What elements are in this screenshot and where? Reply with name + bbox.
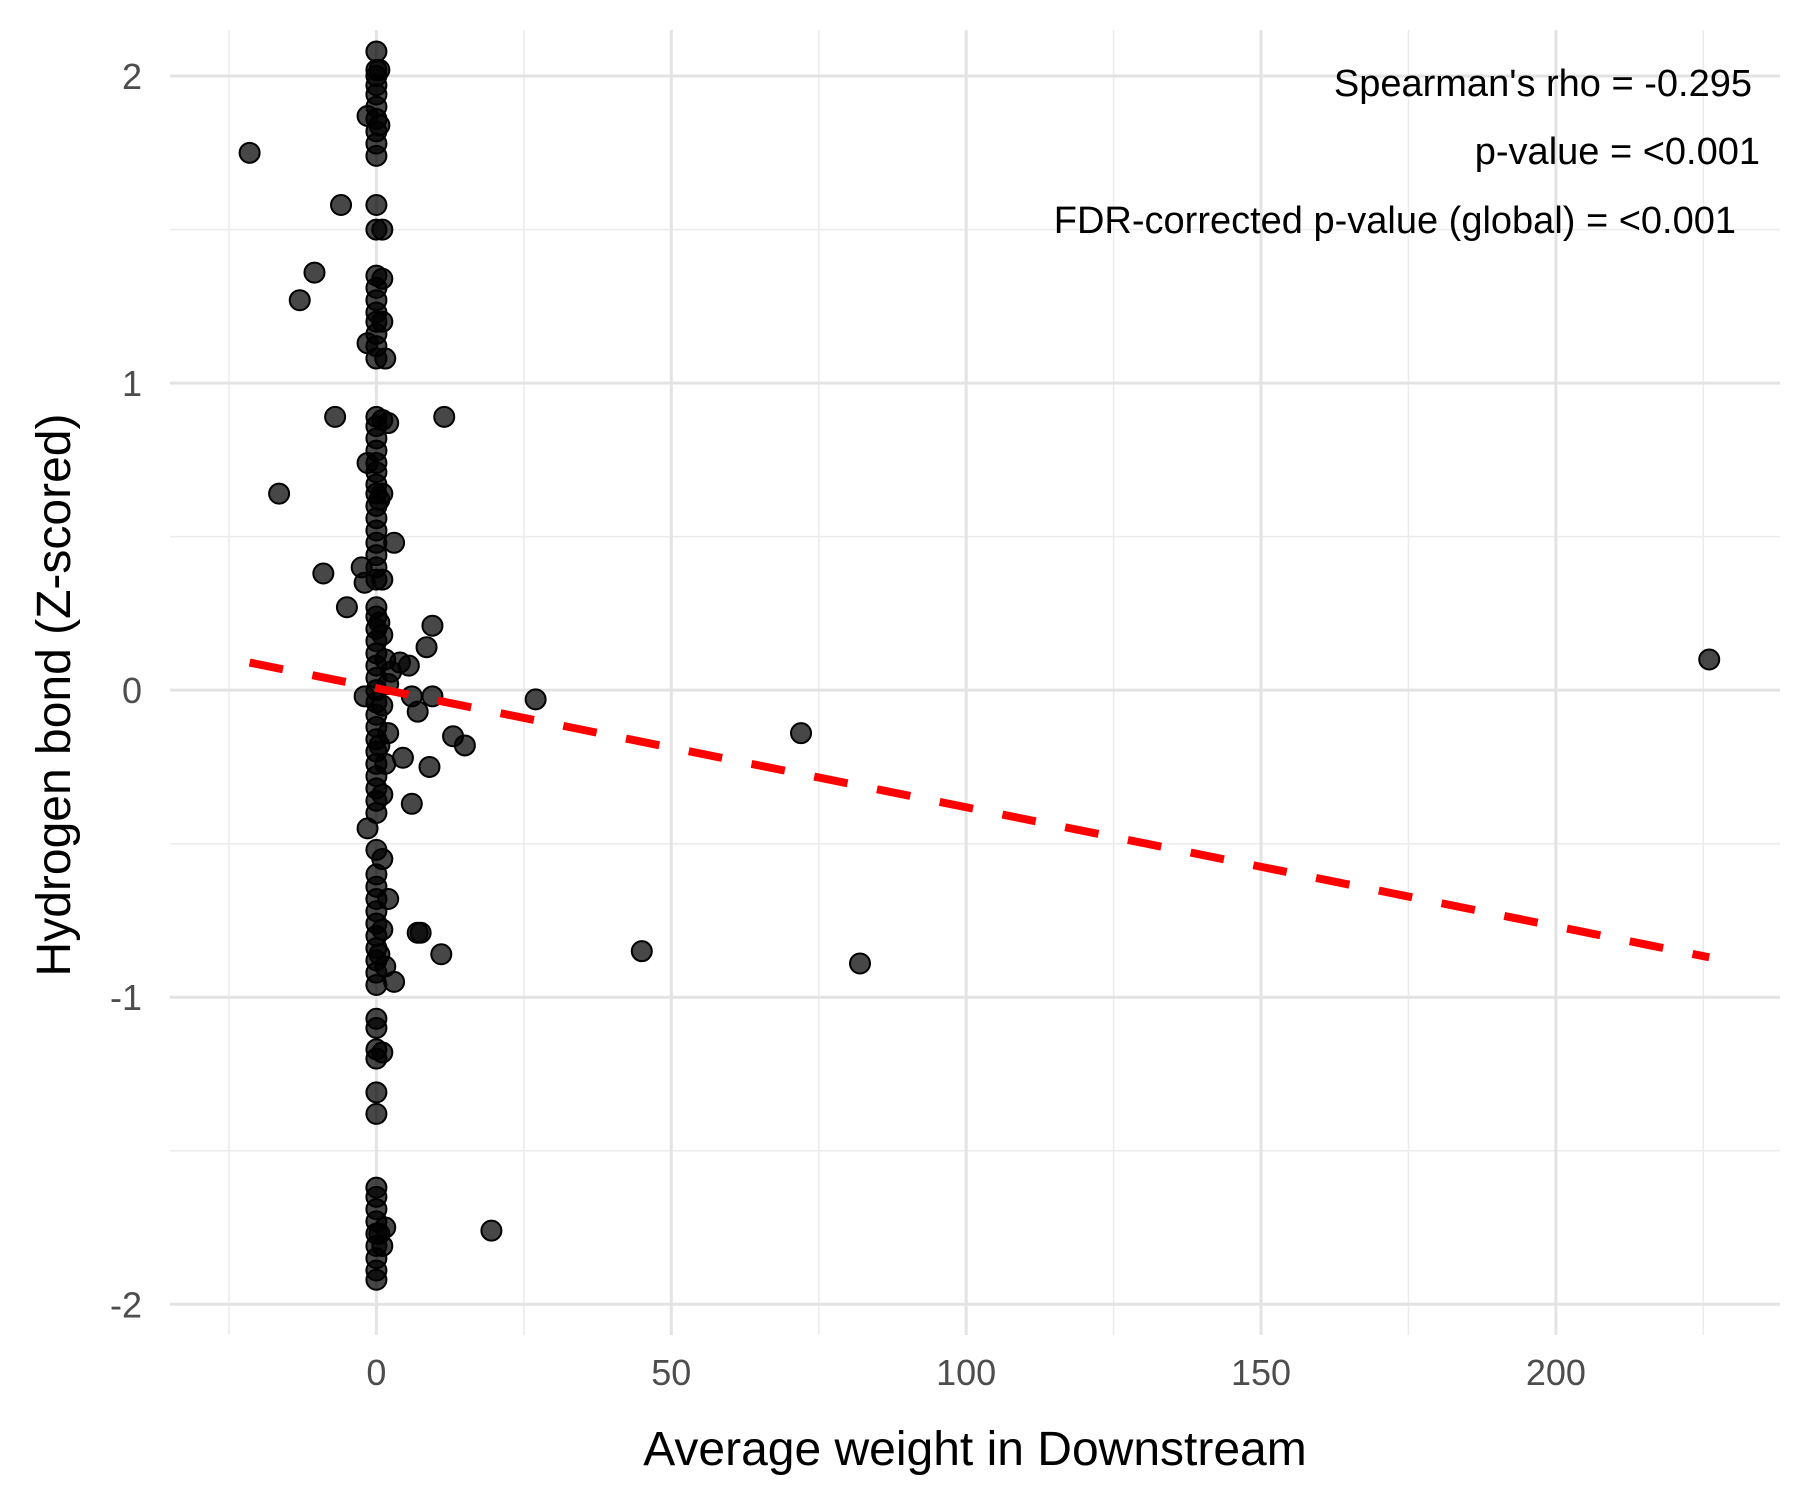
x-axis-title: Average weight in Downstream (643, 1423, 1306, 1476)
data-point (365, 1081, 388, 1104)
data-point (430, 943, 453, 966)
y-axis-title: Hydrogen bond (Z-scored) (28, 414, 81, 977)
stat-annotations: Spearman's rho = -0.295 p-value = <0.001… (1054, 63, 1760, 242)
x-axis-ticks: 0 50 100 150 200 (366, 1352, 1586, 1393)
data-point (371, 310, 394, 333)
data-point (330, 194, 353, 217)
data-point (409, 921, 432, 944)
data-point (371, 218, 394, 241)
data-point (368, 114, 391, 137)
data-point (303, 261, 326, 284)
data-point (374, 1216, 397, 1239)
data-point (238, 141, 261, 164)
annotation-p-value: p-value = <0.001 (1475, 131, 1760, 173)
data-point (365, 144, 388, 167)
x-tick-label: 200 (1526, 1352, 1586, 1393)
y-tick-label: -1 (110, 977, 142, 1018)
data-points (238, 40, 1721, 1291)
data-point (400, 792, 423, 815)
data-point (371, 918, 394, 941)
data-point (365, 194, 388, 217)
data-point (365, 1268, 388, 1291)
data-point (371, 623, 394, 646)
data-point (391, 746, 414, 769)
data-point (365, 802, 388, 824)
annotation-rho: Spearman's rho = -0.295 (1334, 63, 1752, 105)
data-point (377, 887, 400, 910)
x-tick-label: 100 (936, 1352, 996, 1393)
data-point (312, 562, 335, 585)
data-point (415, 636, 438, 659)
data-point (368, 58, 391, 81)
data-point (790, 722, 813, 745)
data-point (335, 596, 358, 619)
data-point (453, 734, 476, 757)
data-point (324, 405, 347, 428)
y-tick-label: 2 (122, 56, 142, 97)
data-point (377, 722, 400, 745)
data-point (383, 531, 406, 554)
data-point (383, 970, 406, 993)
data-point (1698, 648, 1721, 671)
grid-major (170, 30, 1780, 1335)
data-point (849, 952, 871, 975)
data-point (365, 40, 388, 63)
data-point (421, 614, 444, 637)
x-tick-label: 0 (366, 1352, 386, 1393)
data-point (406, 700, 429, 723)
data-point (371, 482, 394, 505)
data-point (371, 1234, 394, 1257)
y-tick-label: 0 (122, 670, 142, 711)
data-point (268, 482, 291, 505)
y-tick-label: 1 (122, 363, 142, 404)
grid-minor (170, 30, 1780, 1335)
x-tick-label: 50 (651, 1352, 691, 1393)
data-point (365, 1102, 388, 1125)
data-point (365, 973, 388, 996)
data-point (371, 848, 394, 871)
data-point (433, 405, 456, 428)
y-axis-ticks: -2 -1 0 1 2 (110, 56, 142, 1325)
data-point (374, 347, 397, 370)
data-point (524, 688, 547, 711)
data-point (288, 289, 311, 312)
data-point (630, 940, 653, 963)
x-tick-label: 150 (1231, 1352, 1291, 1393)
y-tick-label: -2 (110, 1284, 142, 1325)
data-point (371, 1041, 394, 1064)
data-point (418, 755, 441, 778)
data-point (480, 1219, 503, 1242)
data-point (371, 568, 394, 591)
data-point (371, 783, 394, 806)
trend-line (248, 658, 1711, 962)
data-point (377, 412, 400, 435)
data-point (371, 694, 394, 717)
annotation-fdr: FDR-corrected p-value (global) = <0.001 (1054, 200, 1736, 242)
data-point (371, 267, 394, 290)
data-point (365, 1016, 388, 1039)
data-point (397, 654, 420, 677)
data-point (421, 685, 444, 708)
